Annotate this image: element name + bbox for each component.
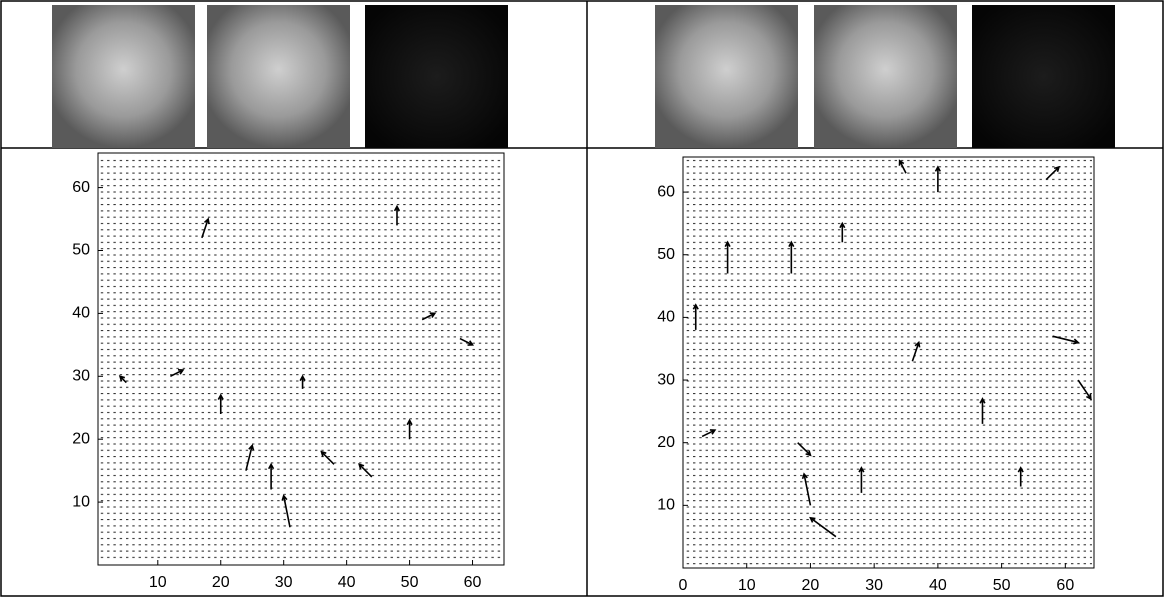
motion-vector xyxy=(170,369,185,378)
x-tick-label: 20 xyxy=(212,574,230,591)
motion-vector xyxy=(118,375,127,384)
motion-vector xyxy=(692,303,699,330)
motion-vector xyxy=(1017,466,1024,487)
motion-vector xyxy=(1052,335,1080,345)
motion-vector xyxy=(299,374,306,389)
face-image xyxy=(655,5,798,148)
vector-grid xyxy=(685,159,1092,566)
plot-frame xyxy=(97,152,505,566)
motion-vector xyxy=(201,217,210,239)
x-tick-label: 40 xyxy=(338,574,356,591)
y-tick-label: 40 xyxy=(72,305,90,322)
motion-vector xyxy=(421,312,437,321)
motion-vector xyxy=(268,462,275,490)
y-tick-label: 30 xyxy=(657,371,675,388)
x-tick-label: 10 xyxy=(149,574,167,591)
motion-vector xyxy=(797,442,812,457)
motion-vector xyxy=(934,165,941,193)
motion-vector xyxy=(459,337,475,346)
motion-vector xyxy=(801,472,812,506)
y-tick-label: 10 xyxy=(72,493,90,510)
vector-grid xyxy=(100,155,502,563)
y-tick-label: 50 xyxy=(72,242,90,259)
x-tick-label: 0 xyxy=(679,577,688,594)
x-tick-label: 60 xyxy=(1056,577,1074,594)
motion-vector xyxy=(393,204,401,226)
plot-frame xyxy=(682,156,1095,569)
difference-image xyxy=(972,5,1115,148)
x-tick-label: 40 xyxy=(929,577,947,594)
x-tick-label: 20 xyxy=(802,577,820,594)
motion-vector xyxy=(406,418,413,440)
x-tick-label: 50 xyxy=(401,574,419,591)
y-tick-label: 30 xyxy=(72,368,90,385)
motion-vector xyxy=(358,463,373,478)
motion-vector xyxy=(788,240,795,274)
x-tick-label: 60 xyxy=(464,574,482,591)
x-tick-label: 10 xyxy=(738,577,756,594)
y-tick-label: 10 xyxy=(657,497,675,514)
y-tick-label: 40 xyxy=(657,309,675,326)
motion-vector xyxy=(809,516,837,538)
motion-vector xyxy=(858,466,865,493)
y-tick-label: 20 xyxy=(72,430,90,447)
motion-vector xyxy=(839,221,846,243)
x-tick-label: 30 xyxy=(865,577,883,594)
motion-vector xyxy=(724,240,731,274)
face-image xyxy=(814,5,957,148)
x-tick-label: 30 xyxy=(275,574,293,591)
motion-vector xyxy=(320,450,335,465)
y-tick-label: 50 xyxy=(657,246,675,263)
motion-vector xyxy=(911,340,921,362)
face-image xyxy=(207,5,350,148)
y-tick-label: 60 xyxy=(657,183,675,200)
face-image xyxy=(52,5,195,148)
motion-vector xyxy=(701,429,717,438)
motion-vector xyxy=(898,159,907,174)
y-tick-label: 60 xyxy=(72,179,90,196)
difference-image xyxy=(365,5,508,148)
x-tick-label: 50 xyxy=(993,577,1011,594)
motion-vector xyxy=(979,397,986,424)
y-tick-label: 20 xyxy=(657,434,675,451)
motion-vector xyxy=(217,393,224,415)
motion-vector xyxy=(1045,165,1061,181)
face-images xyxy=(52,5,1115,148)
motion-vector xyxy=(1077,379,1092,401)
motion-vector xyxy=(281,494,291,528)
motion-vector xyxy=(245,443,255,471)
